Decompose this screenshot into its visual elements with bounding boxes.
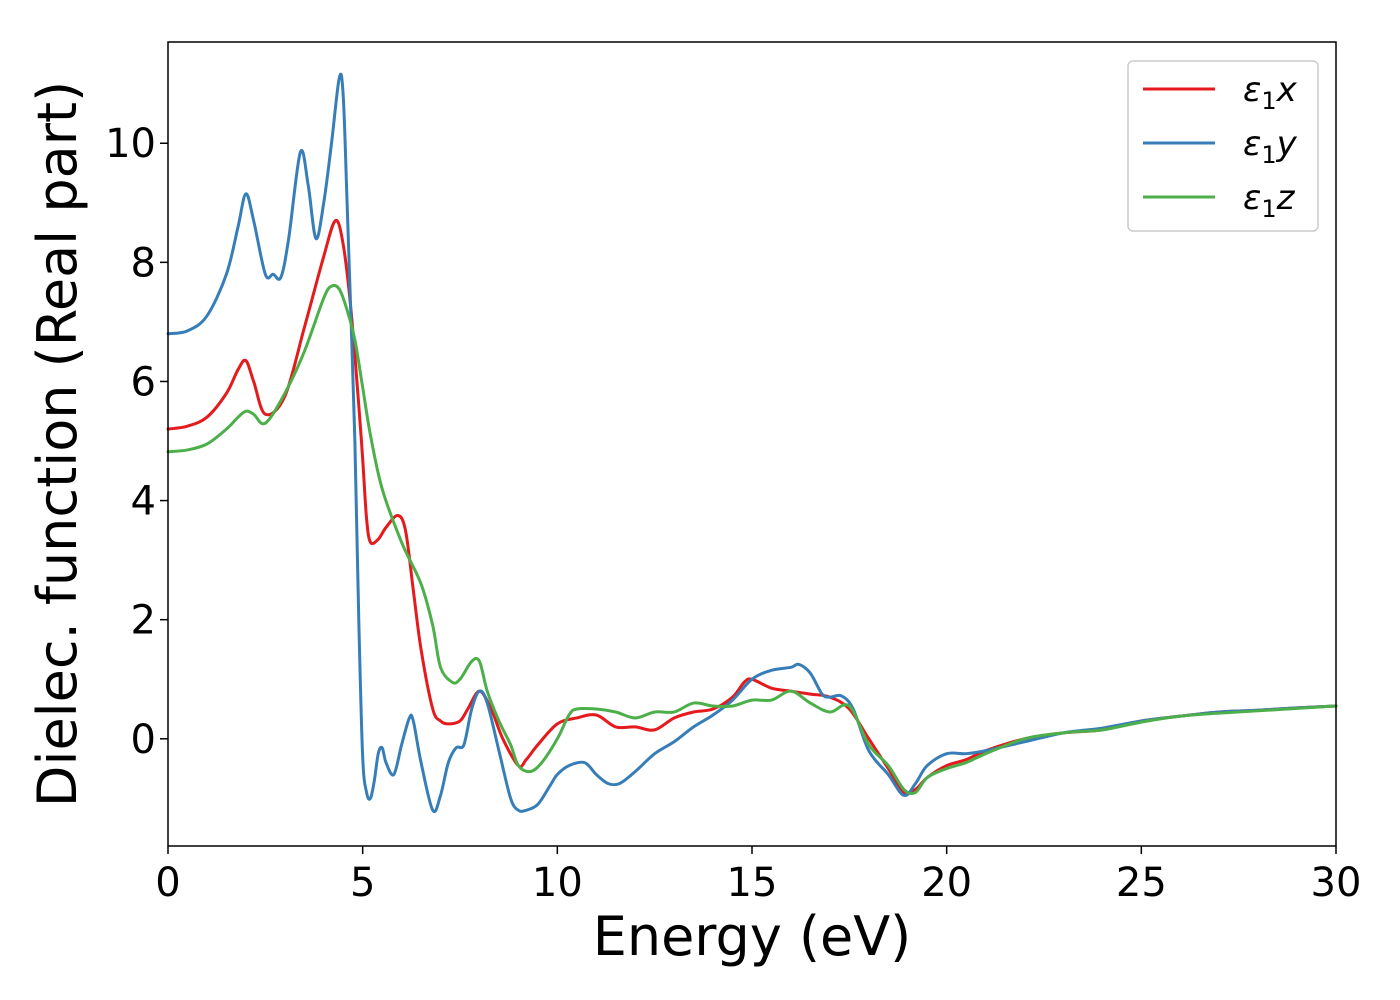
x-tick-label: 20	[921, 860, 972, 906]
y-tick-label: 2	[131, 598, 156, 644]
legend-frame	[1127, 60, 1319, 232]
x-tick-label: 25	[1116, 860, 1167, 906]
series-layer	[166, 72, 1338, 814]
y-tick-label: 8	[131, 240, 156, 286]
y-tick-label: 6	[131, 359, 156, 405]
x-axis-ticks: 0 5 10 15 20 25 30	[155, 846, 1361, 906]
legend-label-x: ε1x	[1243, 70, 1298, 115]
legend-label-z: ε1z	[1243, 178, 1296, 223]
y-tick-label: 0	[131, 717, 156, 763]
series-line-z	[166, 283, 1338, 796]
y-axis-label: Dielec. function (Real part)	[26, 81, 89, 807]
x-tick-label: 30	[1311, 860, 1362, 906]
legend: ε1x ε1y ε1z	[1127, 60, 1319, 232]
x-axis-label: Energy (eV)	[593, 905, 912, 968]
y-tick-label: 10	[105, 121, 156, 167]
y-axis-ticks: 0 2 4 6 8 10	[105, 121, 168, 763]
series-line-y	[166, 72, 1338, 814]
x-tick-label: 15	[727, 860, 778, 906]
legend-label-y: ε1y	[1243, 124, 1298, 169]
y-tick-label: 4	[131, 479, 156, 525]
x-tick-label: 5	[350, 860, 375, 906]
x-tick-label: 10	[532, 860, 583, 906]
x-tick-label: 0	[155, 860, 180, 906]
legend-entries: ε1x ε1y ε1z	[1143, 70, 1298, 223]
series-line-x	[166, 219, 1338, 796]
